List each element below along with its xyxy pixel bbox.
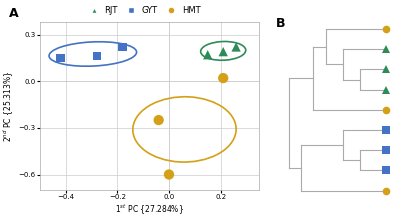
Point [220,76,226,80]
Point [57,56,64,60]
Legend: RJT, GYT, HMT: RJT, GYT, HMT [82,3,204,18]
Text: A: A [9,8,19,20]
Point [93,55,100,58]
Point [156,118,162,122]
Point [205,53,211,57]
Point [166,173,172,176]
Point [220,50,226,53]
Y-axis label: 2$^{nd}$ PC {25.313%}: 2$^{nd}$ PC {25.313%} [2,70,16,142]
X-axis label: 1$^{st}$ PC {27.284%}: 1$^{st}$ PC {27.284%} [115,203,184,217]
Text: B: B [276,17,286,30]
Point [119,45,126,49]
Point [233,45,239,49]
